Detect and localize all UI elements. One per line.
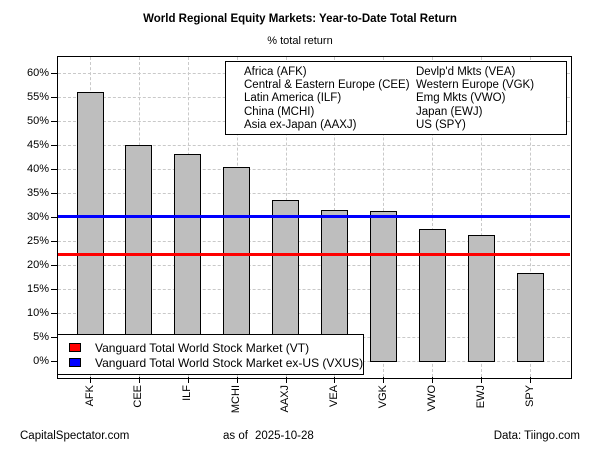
reference-legend-label: Vanguard Total World Stock Market (VT) (95, 340, 310, 355)
x-axis-tick-label: VGK (376, 385, 389, 409)
y-axis-tick-label: 25% (26, 234, 49, 247)
y-axis-tick-label: 15% (26, 282, 49, 295)
chart-subtitle: % total return (267, 35, 333, 47)
bar-AFK (76, 91, 104, 362)
x-axis-tick (187, 377, 189, 383)
y-axis-tick (51, 217, 57, 218)
ticker-legend-entry: Western Europe (VGK) (416, 79, 535, 92)
x-axis-tick (285, 377, 287, 383)
bar-MCHI (223, 167, 251, 362)
y-axis-tick (51, 169, 57, 170)
ticker-legend-entry: Central & Eastern Europe (CEE) (244, 79, 410, 92)
y-axis-tick (51, 97, 57, 98)
horizontal-gridline (58, 145, 570, 146)
as-of-date-label: as of 2025-10-28 (223, 430, 314, 442)
chart-title: World Regional Equity Markets: Year-to-D… (143, 13, 457, 25)
bar-VGK (369, 211, 397, 362)
horizontal-gridline (58, 241, 570, 242)
y-axis-tick (51, 73, 57, 74)
y-axis-tick-label: 55% (26, 90, 49, 103)
y-axis-tick (51, 121, 57, 122)
y-axis-tick-label: 20% (26, 258, 49, 271)
x-axis-tick (138, 377, 140, 383)
x-axis-tick (432, 377, 434, 383)
y-axis-tick (51, 145, 57, 146)
ticker-legend-entry: Japan (EWJ) (416, 105, 483, 118)
x-axis-tick-label: AAXJ (279, 385, 292, 413)
y-axis-tick-label: 60% (26, 66, 49, 79)
horizontal-gridline (58, 265, 570, 266)
x-axis-tick-label: VWO (425, 385, 438, 412)
ticker-legend-column-1: Africa (AFK) Central & Eastern Europe (CE… (244, 66, 410, 132)
y-axis-tick (51, 241, 57, 242)
y-axis-tick-label: 45% (26, 138, 49, 151)
x-axis-tick-label: EWJ (474, 385, 487, 409)
ticker-legend-entry: US (SPY) (416, 118, 466, 131)
y-axis-tick-label: 50% (26, 114, 49, 127)
reference-line-VT (58, 252, 570, 256)
as-of-date: 2025-10-28 (254, 430, 314, 442)
x-axis-tick-label: CEE (132, 385, 145, 408)
ticker-legend-entry: Africa (AFK) (244, 66, 307, 78)
ticker-legend-entry: Emg Mkts (VWO) (416, 92, 506, 105)
x-axis-tick-label: ILF (181, 385, 194, 401)
y-axis-tick (51, 193, 57, 194)
ticker-legend-entry: Asia ex-Japan (AAXJ) (244, 118, 357, 131)
x-axis-tick (481, 377, 483, 383)
x-axis-tick-label: VEA (327, 385, 340, 408)
y-axis-tick-label: 40% (26, 162, 49, 175)
horizontal-gridline (58, 289, 570, 290)
horizontal-gridline (58, 193, 570, 194)
reference-legend-row: Vanguard Total World Stock Market ex-US … (69, 355, 363, 370)
horizontal-gridline (58, 313, 570, 314)
bar-ILF (174, 154, 202, 362)
x-axis-tick (530, 377, 531, 383)
y-axis-tick (51, 361, 57, 362)
x-axis-tick (334, 377, 336, 383)
reference-legend-row: Vanguard Total World Stock Market (VT) (69, 340, 363, 355)
data-source-label: Data: Tiingo.com (493, 430, 580, 442)
legend-color-swatch-icon (69, 343, 81, 352)
x-axis-tick (236, 377, 238, 383)
x-axis-tick-label: AFK (83, 385, 96, 407)
bar-SPY (516, 273, 544, 362)
as-of-prefix: as of (223, 430, 248, 442)
y-axis-tick (51, 337, 57, 338)
x-axis-tick-label: SPY (523, 385, 536, 408)
x-axis-tick (90, 377, 91, 383)
ticker-legend-column-2: Devlp'd Mkts (VEA) Western Europe (VGK) Em… (416, 66, 534, 132)
x-axis-tick-label: MCHI (230, 385, 243, 414)
ticker-legend-entry: Latin America (ILF) (244, 92, 342, 105)
y-axis-tick-label: 35% (26, 186, 49, 199)
bar-EWJ (467, 235, 495, 362)
y-axis-tick-label: 30% (26, 210, 49, 223)
y-axis-tick-label: 0% (33, 354, 49, 367)
reference-legend-label: Vanguard Total World Stock Market ex-US … (95, 355, 364, 370)
ticker-legend-entry: China (MCHI) (244, 105, 315, 118)
y-axis-tick-label: 10% (26, 306, 49, 319)
bar-VWO (418, 229, 446, 362)
y-axis-tick (51, 265, 57, 266)
y-axis-tick (51, 313, 57, 314)
source-site-label: CapitalSpectator.com (20, 430, 130, 442)
reference-line-legend-box: Vanguard Total World Stock Market (VT) Va… (57, 334, 364, 375)
y-axis-tick (51, 289, 57, 290)
horizontal-gridline (58, 169, 570, 170)
legend-color-swatch-icon (69, 358, 81, 367)
ticker-legend-entry: Devlp'd Mkts (VEA) (416, 66, 516, 78)
ticker-legend-box: Africa (AFK) Central & Eastern Europe (CE… (225, 61, 567, 135)
y-axis-tick-label: 5% (33, 330, 49, 343)
reference-line-VXUS (58, 215, 570, 219)
x-axis-tick (383, 377, 385, 383)
